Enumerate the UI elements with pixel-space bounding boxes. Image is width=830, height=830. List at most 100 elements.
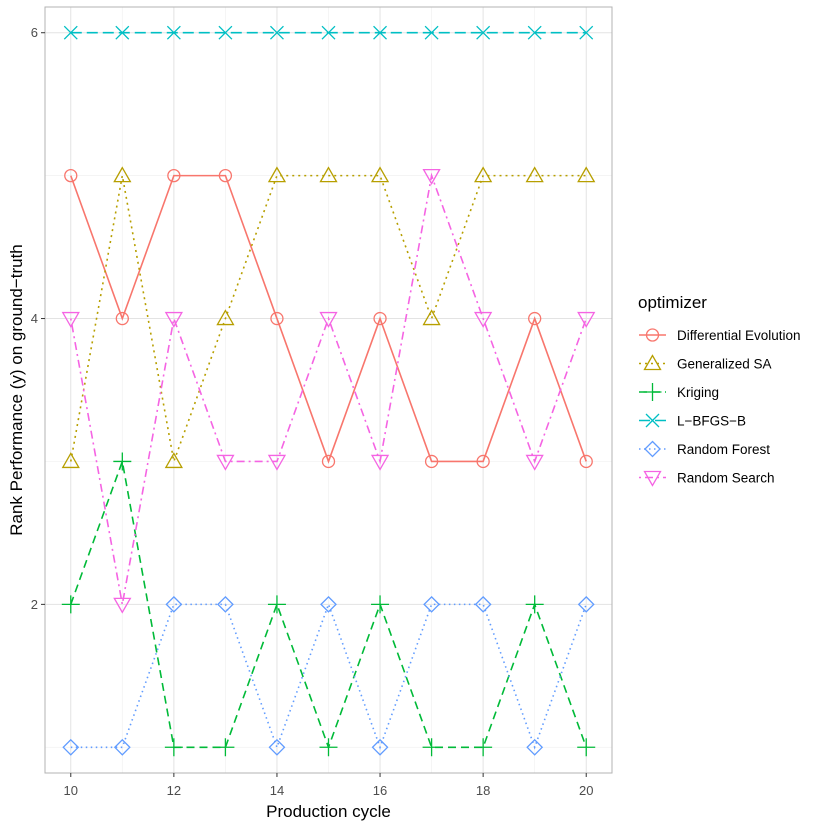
series-line-generalized-sa bbox=[69, 174, 587, 465]
x-tick-label: 20 bbox=[579, 783, 593, 798]
series-layer bbox=[61, 25, 596, 757]
data-point-differential-evolution bbox=[218, 168, 233, 183]
data-point-random-search bbox=[267, 454, 287, 471]
data-point-differential-evolution bbox=[424, 454, 439, 469]
y-tick-label: 4 bbox=[31, 311, 38, 326]
legend-key-marker bbox=[643, 470, 662, 487]
legend-label: Generalized SA bbox=[677, 357, 772, 372]
data-point-random-search bbox=[525, 454, 544, 471]
data-point-random-search bbox=[61, 311, 80, 328]
data-point-l-bfgs-b bbox=[373, 25, 388, 40]
legend-item-kriging: Kriging bbox=[639, 383, 719, 401]
data-point-kriging bbox=[164, 738, 183, 757]
data-point-random-search bbox=[216, 454, 235, 471]
data-point-kriging bbox=[319, 738, 338, 757]
data-point-random-forest bbox=[371, 738, 389, 756]
legend-key-marker bbox=[645, 328, 660, 342]
legend-key-marker bbox=[643, 354, 662, 371]
data-point-kriging bbox=[113, 452, 132, 471]
data-point-random-forest bbox=[165, 595, 183, 613]
data-point-kriging bbox=[577, 738, 596, 757]
data-point-random-search bbox=[422, 168, 441, 185]
legend: optimizer Differential Evolution Generali… bbox=[638, 293, 801, 487]
data-point-random-search bbox=[164, 311, 183, 328]
data-point-generalized-sa bbox=[267, 166, 287, 183]
data-point-random-forest bbox=[423, 595, 441, 613]
data-point-random-forest bbox=[62, 738, 80, 756]
data-point-differential-evolution bbox=[115, 311, 129, 326]
legend-item-random-forest: Random Forest bbox=[639, 440, 770, 458]
data-point-random-forest bbox=[268, 738, 286, 756]
data-point-generalized-sa bbox=[164, 452, 183, 469]
data-point-random-search bbox=[474, 311, 493, 328]
legend-label: Random Forest bbox=[677, 442, 770, 457]
legend-item-differential-evolution: Differential Evolution bbox=[639, 328, 801, 343]
legend-key-marker bbox=[645, 413, 660, 428]
legend-label: Random Search bbox=[677, 471, 775, 486]
series-random-forest bbox=[62, 595, 595, 756]
data-point-generalized-sa bbox=[422, 309, 441, 326]
axes: 10 12 14 16 18 20 2 4 6 bbox=[31, 25, 594, 798]
data-point-kriging bbox=[216, 738, 235, 757]
data-point-l-bfgs-b bbox=[269, 25, 284, 40]
data-point-l-bfgs-b bbox=[527, 25, 542, 40]
data-point-differential-evolution bbox=[476, 454, 490, 469]
data-point-generalized-sa bbox=[525, 166, 544, 183]
data-point-random-search bbox=[577, 311, 596, 328]
legend-title: optimizer bbox=[638, 293, 707, 312]
x-tick-label: 18 bbox=[476, 783, 490, 798]
data-point-generalized-sa bbox=[370, 166, 390, 183]
legend-key-marker bbox=[643, 383, 662, 401]
data-point-generalized-sa bbox=[474, 166, 493, 183]
data-point-l-bfgs-b bbox=[579, 25, 594, 40]
data-point-random-forest bbox=[320, 595, 337, 613]
x-tick-label: 10 bbox=[64, 783, 78, 798]
data-point-generalized-sa bbox=[61, 452, 80, 469]
data-point-kriging bbox=[61, 595, 80, 614]
series-l-bfgs-b bbox=[63, 25, 594, 40]
data-point-kriging bbox=[267, 595, 286, 614]
data-point-generalized-sa bbox=[577, 166, 596, 183]
data-point-random-forest bbox=[526, 738, 544, 756]
data-point-random-search bbox=[370, 454, 390, 471]
data-point-random-search bbox=[319, 311, 338, 328]
legend-label: Kriging bbox=[677, 385, 719, 400]
data-point-l-bfgs-b bbox=[218, 25, 233, 40]
data-point-l-bfgs-b bbox=[115, 25, 130, 40]
data-point-kriging bbox=[371, 595, 390, 614]
series-line-random-search bbox=[69, 172, 587, 605]
y-tick-label: 2 bbox=[31, 597, 38, 612]
data-point-random-search bbox=[113, 597, 132, 614]
data-point-differential-evolution bbox=[373, 311, 387, 326]
data-point-kriging bbox=[474, 738, 493, 757]
data-point-differential-evolution bbox=[321, 454, 336, 469]
y-axis-title: Rank Performance (y) on ground−truth bbox=[7, 244, 26, 536]
plot-panel-border bbox=[44, 6, 613, 774]
series-generalized-sa bbox=[61, 166, 596, 469]
x-tick-label: 16 bbox=[373, 783, 387, 798]
data-point-l-bfgs-b bbox=[476, 25, 491, 40]
legend-item-generalized-sa: Generalized SA bbox=[639, 354, 772, 372]
data-point-differential-evolution bbox=[64, 168, 78, 183]
legend-key-marker bbox=[644, 440, 661, 458]
series-differential-evolution bbox=[64, 168, 593, 469]
legend-item-random-search: Random Search bbox=[639, 470, 775, 487]
data-point-generalized-sa bbox=[216, 309, 235, 326]
series-line-differential-evolution bbox=[70, 174, 587, 464]
legend-label: L−BFGS−B bbox=[677, 414, 746, 429]
legend-item-l-bfgs-b: L−BFGS−B bbox=[639, 414, 746, 429]
legend-label: Differential Evolution bbox=[677, 328, 801, 343]
data-point-differential-evolution bbox=[167, 168, 181, 183]
data-point-random-forest bbox=[474, 595, 492, 613]
data-point-kriging bbox=[525, 595, 544, 614]
data-point-l-bfgs-b bbox=[166, 25, 181, 40]
data-point-differential-evolution bbox=[579, 454, 593, 469]
data-point-differential-evolution bbox=[270, 311, 284, 326]
data-point-generalized-sa bbox=[319, 166, 338, 183]
y-tick-label: 6 bbox=[31, 25, 38, 40]
series-random-search bbox=[61, 168, 596, 614]
x-axis-title: Production cycle bbox=[266, 802, 391, 821]
data-point-l-bfgs-b bbox=[63, 25, 78, 40]
data-point-l-bfgs-b bbox=[321, 25, 336, 40]
